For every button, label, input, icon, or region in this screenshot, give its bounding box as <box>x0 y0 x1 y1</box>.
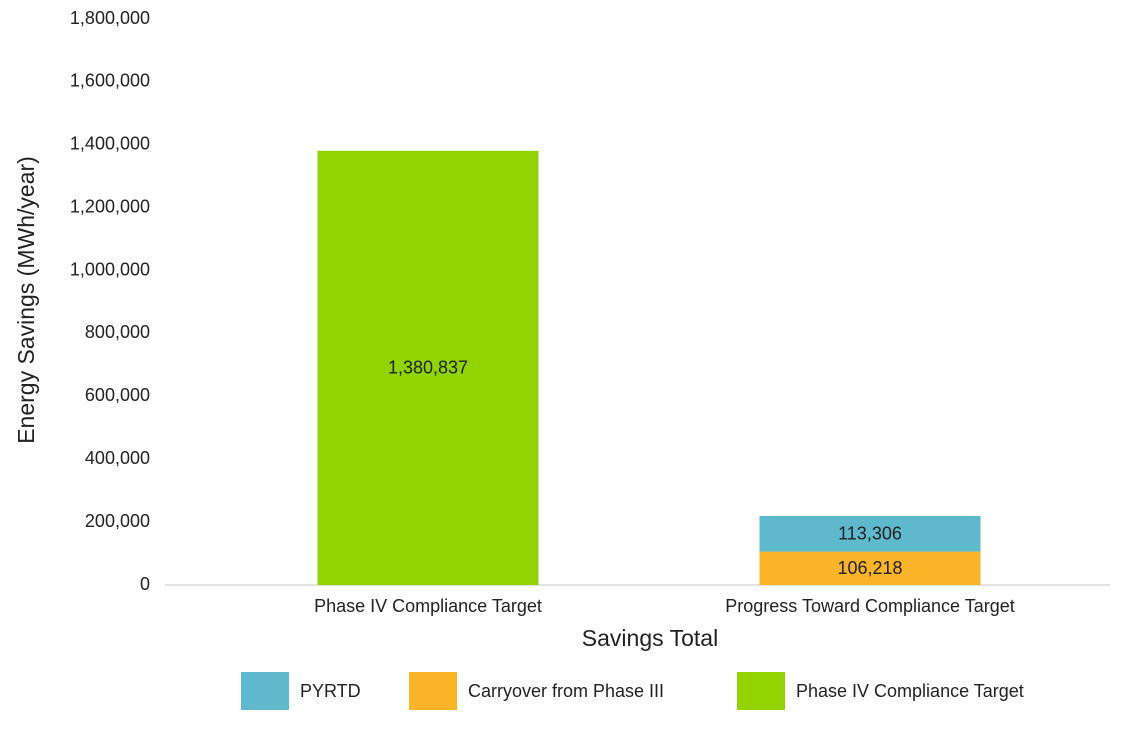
legend-label: PYRTD <box>300 681 361 701</box>
legend-label: Carryover from Phase III <box>468 681 664 701</box>
legend-swatch <box>737 672 785 710</box>
legend-label: Phase IV Compliance Target <box>796 681 1024 701</box>
y-tick-label: 600,000 <box>85 385 150 405</box>
bar-segment <box>759 515 981 552</box>
x-tick-label: Progress Toward Compliance Target <box>725 596 1014 616</box>
y-tick-label: 1,400,000 <box>70 134 150 154</box>
y-tick-label: 1,600,000 <box>70 71 150 91</box>
y-tick-label: 800,000 <box>85 322 150 342</box>
y-tick-label: 1,800,000 <box>70 8 150 28</box>
y-tick-label: 200,000 <box>85 511 150 531</box>
y-tick-label: 1,200,000 <box>70 196 150 216</box>
x-tick-label: Phase IV Compliance Target <box>314 596 542 616</box>
bar-segment <box>317 150 539 586</box>
data-label: 1,380,837 <box>388 358 468 378</box>
data-label: 106,218 <box>837 558 902 578</box>
y-tick-label: 400,000 <box>85 448 150 468</box>
data-label: 113,306 <box>838 524 902 544</box>
bar-segment <box>759 551 981 585</box>
y-tick-label: 1,000,000 <box>70 259 150 279</box>
legend-swatch <box>241 672 289 710</box>
legend-swatch <box>409 672 457 710</box>
y-axis-title: Energy Savings (MWh/year) <box>13 156 39 444</box>
y-tick-label: 0 <box>140 574 150 594</box>
x-axis-title: Savings Total <box>582 625 718 651</box>
